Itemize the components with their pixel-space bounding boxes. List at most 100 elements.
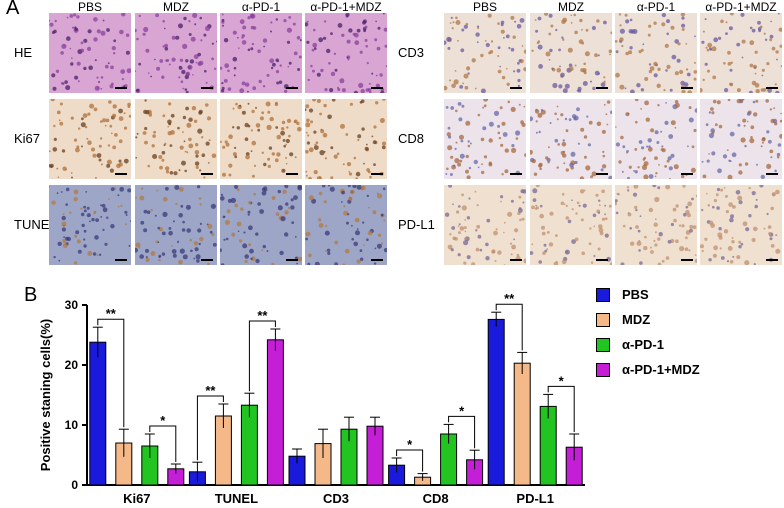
y-tick-label: 0	[71, 478, 78, 492]
scale-bar	[766, 259, 778, 261]
category-label: CD3	[323, 491, 349, 506]
significance-bracket	[196, 395, 224, 461]
significance-label: **	[106, 306, 117, 321]
micrograph-tile	[700, 99, 782, 179]
micrograph-tile	[220, 99, 302, 179]
scale-bar	[201, 259, 213, 261]
column-header: α-PD-1	[241, 0, 281, 14]
scale-bar	[115, 259, 127, 261]
scale-bar	[286, 259, 298, 261]
scale-bar	[201, 173, 213, 175]
row-header: TUNEL	[14, 217, 57, 232]
category-label: CD8	[423, 491, 449, 506]
row-header: HE	[14, 45, 33, 60]
micrograph-tile	[444, 13, 526, 93]
scale-bar	[286, 87, 298, 89]
scale-bar	[371, 87, 383, 89]
micrograph-tile	[530, 13, 612, 93]
micrograph-tile	[615, 99, 697, 179]
scale-bar	[371, 259, 383, 261]
significance-label: *	[559, 373, 565, 388]
micrograph-tile	[49, 185, 131, 265]
bar-MDZ-PD-L1	[513, 362, 531, 486]
column-header: α-PD-1	[636, 0, 676, 14]
column-header: PBS	[472, 0, 497, 14]
row-header: CD8	[398, 131, 425, 146]
scale-bar	[766, 173, 778, 175]
panel-a-letter: A	[6, 0, 20, 19]
scale-bar	[596, 87, 608, 89]
significance-label: *	[459, 403, 465, 418]
scale-bar	[510, 87, 522, 89]
column-header: α-PD-1+MDZ	[705, 0, 777, 14]
scale-bar	[371, 173, 383, 175]
significance-bracket	[149, 425, 177, 462]
column-header: MDZ	[163, 0, 189, 14]
significance-label: **	[257, 308, 268, 323]
scale-bar	[596, 173, 608, 175]
y-tick-label: 30	[65, 298, 79, 312]
significance-label: *	[160, 413, 166, 428]
row-header: CD3	[398, 45, 425, 60]
category-label: TUNEL	[215, 491, 258, 506]
legend-swatch	[596, 338, 610, 352]
legend-label: α-PD-1+MDZ	[622, 362, 700, 377]
significance-bracket	[495, 303, 523, 351]
micrograph-tile	[305, 13, 387, 93]
micrograph-tile	[444, 185, 526, 265]
scale-bar	[115, 173, 127, 175]
micrograph-tile	[305, 99, 387, 179]
significance-bracket	[248, 320, 276, 392]
legend-swatch	[596, 313, 610, 327]
micrograph-tile	[615, 13, 697, 93]
micrograph-tile	[220, 13, 302, 93]
legend-label: MDZ	[622, 312, 651, 327]
significance-bracket	[396, 449, 424, 472]
scale-bar	[115, 87, 127, 89]
bar-PBS-PD-L1	[487, 318, 505, 486]
scale-bar	[510, 173, 522, 175]
row-header: PD-L1	[398, 217, 435, 232]
scale-bar	[286, 173, 298, 175]
significance-bracket	[448, 415, 476, 449]
y-axis-label: Positive staning cells(%)	[38, 319, 53, 471]
micrograph-tile	[220, 185, 302, 265]
category-label: PD-L1	[516, 491, 554, 506]
column-header: PBS	[77, 0, 102, 14]
column-header: MDZ	[558, 0, 584, 14]
significance-label: **	[504, 291, 515, 306]
micrograph-tile	[444, 99, 526, 179]
micrograph-tile	[49, 99, 131, 179]
significance-bracket	[547, 385, 575, 432]
y-tick-label: 10	[65, 418, 79, 432]
scale-bar	[681, 259, 693, 261]
legend-swatch	[596, 288, 610, 302]
category-label: Ki67	[123, 491, 150, 506]
column-header: α-PD-1+MDZ	[310, 0, 382, 14]
micrograph-tile	[135, 185, 217, 265]
panel-b-letter: B	[24, 284, 38, 306]
micrograph-tile	[615, 185, 697, 265]
micrograph-tile	[530, 185, 612, 265]
micrograph-tile	[49, 13, 131, 93]
scale-bar	[510, 259, 522, 261]
scale-bar	[766, 87, 778, 89]
significance-bracket	[97, 318, 125, 428]
bar-PBS-Ki67	[89, 341, 107, 486]
micrograph-tile	[305, 185, 387, 265]
micrograph-tile	[135, 99, 217, 179]
y-tick-label: 20	[65, 358, 79, 372]
bar-chart: 0 10 20 30 Positive staning cells(%) Ki67 TUNE…	[38, 291, 585, 506]
legend-swatch	[596, 363, 610, 377]
bar-α-PD-1+MDZ-TUNEL	[266, 339, 284, 486]
row-header: Ki67	[14, 131, 41, 146]
micrograph-tile	[530, 99, 612, 179]
micrograph-tile	[700, 13, 782, 93]
legend-label: α-PD-1	[622, 337, 664, 352]
scale-bar	[681, 173, 693, 175]
scale-bar	[201, 87, 213, 89]
micrograph-tile	[135, 13, 217, 93]
legend-label: PBS	[622, 287, 649, 302]
significance-label: *	[407, 437, 413, 452]
micrograph-tile	[700, 185, 782, 265]
